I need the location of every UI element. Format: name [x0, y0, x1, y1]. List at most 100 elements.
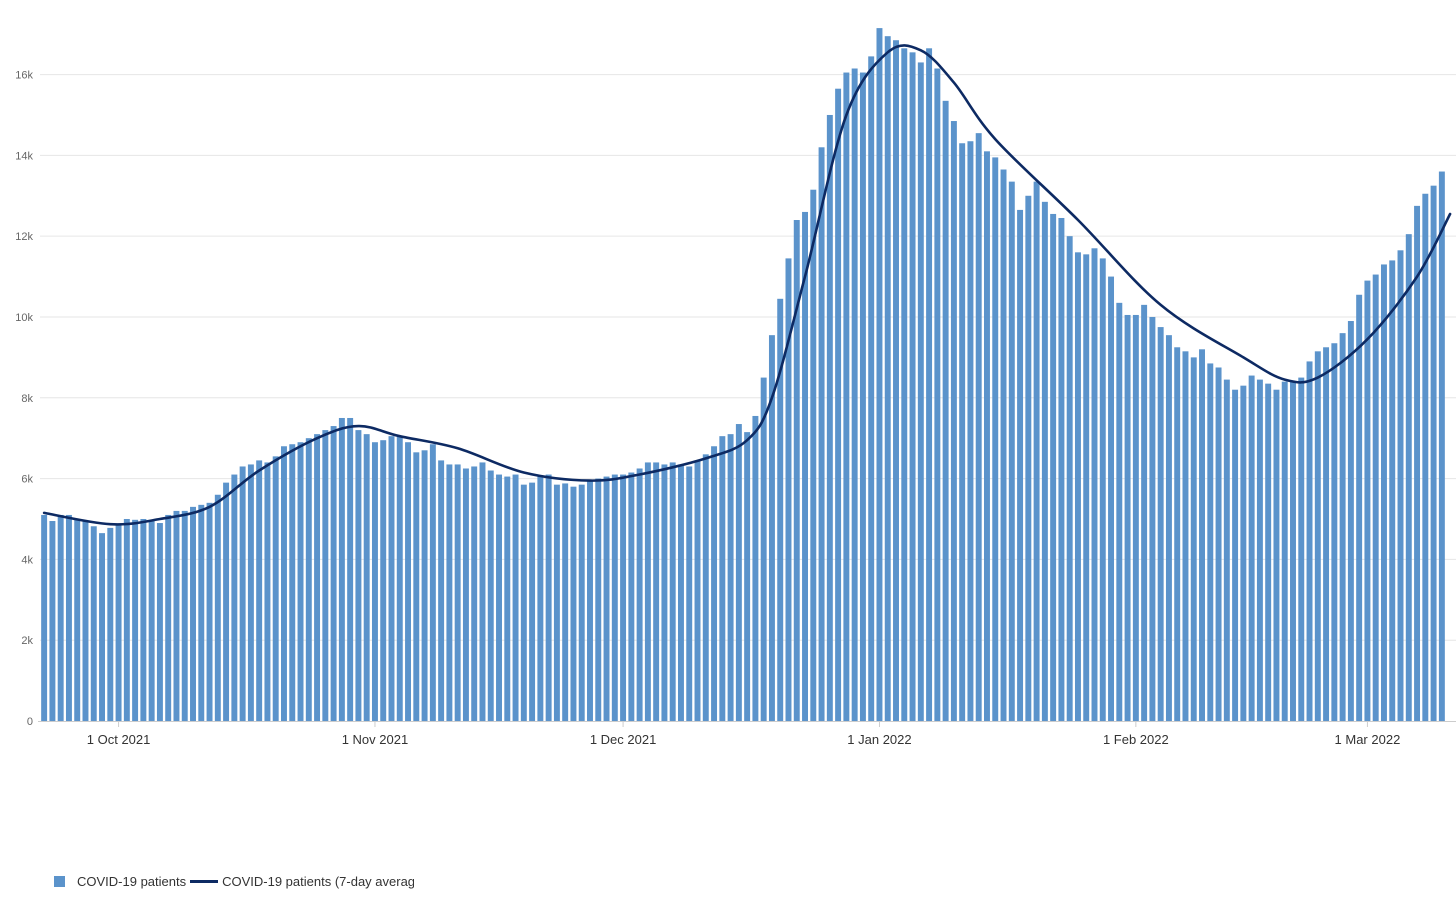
bar [628, 472, 635, 721]
bar [611, 474, 618, 721]
bar [967, 141, 974, 722]
chart-canvas: 0 2k 4k 6k 8k 10k 12k 14k 16k 1 Oct 2021 1 Nov 202… [15, 28, 1456, 747]
bar [802, 211, 808, 721]
bar [917, 62, 924, 721]
bar [661, 464, 668, 721]
bar [1265, 383, 1272, 721]
x-tick-label: 1 Nov 2021 [342, 732, 409, 747]
bar [1132, 314, 1139, 721]
bar [1215, 367, 1222, 721]
bar [132, 519, 139, 721]
bar [570, 486, 577, 721]
bar [347, 417, 354, 721]
bar [1232, 389, 1239, 721]
bar [636, 468, 643, 721]
bar [562, 483, 569, 721]
y-tick-label: 0 [27, 716, 33, 728]
y-tick-label: 14k [15, 150, 33, 162]
bar [405, 442, 412, 721]
bar [380, 440, 387, 721]
bar [1240, 385, 1247, 721]
bar [711, 446, 718, 721]
legend-bar-label: COVID-19 patients [77, 873, 187, 889]
bar [1256, 379, 1263, 721]
bar [90, 526, 97, 721]
bar [768, 335, 775, 721]
bar [702, 454, 709, 721]
bar [471, 466, 478, 721]
bar [1356, 294, 1363, 721]
bar [1033, 181, 1040, 721]
bar [603, 476, 610, 721]
x-tick-label: 1 Oct 2021 [87, 732, 151, 747]
bar [314, 434, 321, 721]
bar [1091, 248, 1098, 722]
bar [1414, 205, 1421, 721]
bar [1025, 195, 1032, 721]
bar [504, 476, 511, 721]
legend-item-line[interactable]: COVID-19 patients (7-day average [190, 874, 414, 889]
y-tick-label: 16k [15, 70, 33, 82]
bar [256, 460, 263, 721]
bar [99, 533, 105, 721]
bar [545, 474, 552, 721]
bar [529, 482, 536, 721]
bar [578, 484, 585, 721]
bar [727, 434, 734, 721]
bar [1000, 169, 1007, 721]
bar [595, 478, 602, 721]
bar [512, 474, 519, 721]
bar [438, 460, 445, 721]
bar [1298, 377, 1305, 721]
bar [744, 432, 751, 721]
y-tick-label: 6k [21, 474, 33, 486]
bar [835, 88, 842, 721]
bar [1149, 316, 1156, 721]
bar [1389, 260, 1396, 721]
bar [1083, 254, 1090, 721]
bar [140, 518, 147, 721]
bar [322, 430, 329, 721]
line-series [42, 44, 1452, 526]
bar [1430, 185, 1437, 722]
bar [537, 476, 544, 721]
bar [1199, 349, 1205, 721]
bar [487, 470, 494, 721]
bar [1141, 304, 1148, 721]
bar [264, 462, 271, 721]
bar [785, 258, 792, 721]
bar [454, 464, 461, 721]
bar [181, 510, 188, 721]
bar [752, 415, 759, 721]
bar [686, 466, 693, 721]
bar [49, 521, 56, 721]
bar [777, 298, 784, 721]
bar [1323, 347, 1330, 721]
bar [1108, 276, 1115, 721]
bar [893, 40, 899, 722]
bar [123, 518, 130, 721]
bar [1397, 250, 1404, 721]
bar [1273, 389, 1280, 721]
bar [909, 52, 916, 721]
bar [926, 48, 933, 722]
bar [1331, 343, 1338, 721]
bar [363, 434, 370, 721]
bar [1314, 351, 1321, 721]
bar [653, 462, 660, 721]
bar [1157, 327, 1164, 721]
average-line [42, 44, 1452, 526]
bar [677, 464, 684, 721]
bar [57, 514, 64, 721]
bar [173, 510, 180, 721]
bar [1207, 363, 1214, 721]
bar [206, 502, 213, 721]
bar [1190, 357, 1197, 721]
bar [1306, 361, 1313, 721]
bar [760, 377, 767, 721]
bar [371, 442, 378, 721]
legend-item-bars[interactable]: COVID-19 patients [54, 874, 186, 889]
bar [959, 143, 966, 721]
bar [1066, 236, 1073, 722]
y-tick-label: 10k [15, 312, 33, 324]
